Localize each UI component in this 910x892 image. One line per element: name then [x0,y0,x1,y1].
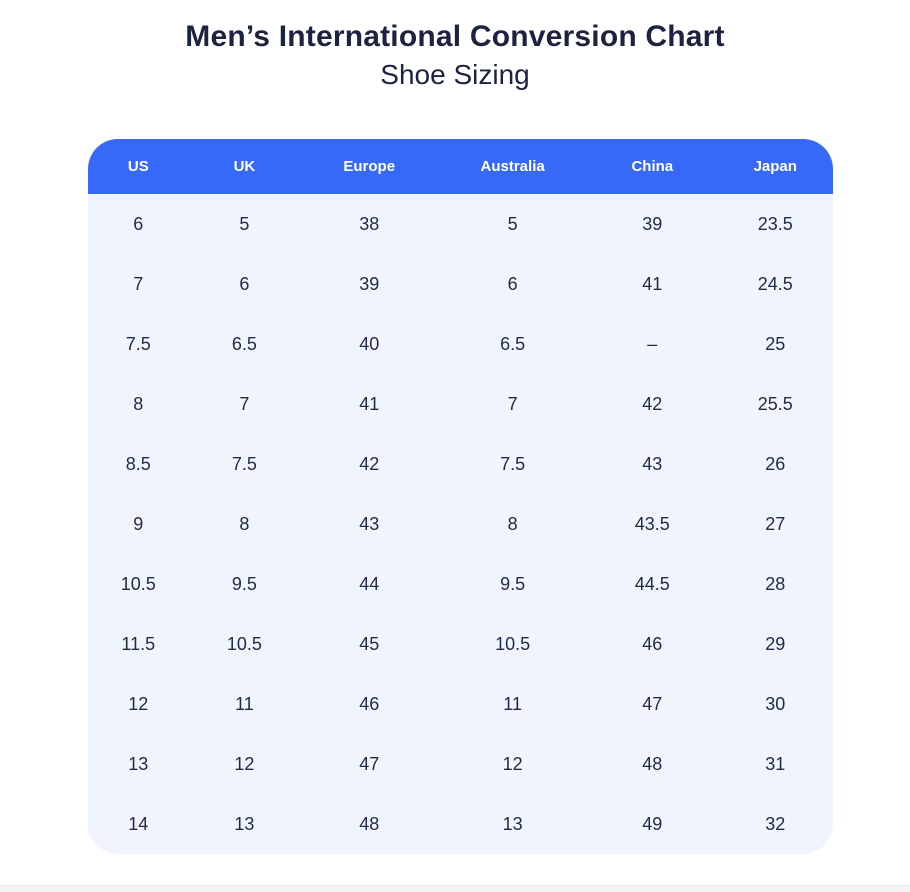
column-header-uk: UK [233,158,256,176]
table-cell: 10.5 [226,633,262,654]
table-cell: 25.5 [757,393,793,414]
table-cell: 7 [239,393,250,414]
table-cell: 48 [642,753,663,774]
table-cell: 6 [239,273,250,294]
table-cell: 8.5 [125,453,151,474]
table-cell: 7 [507,393,518,414]
table-body: 6 5 38 5 39 23.5 7 6 39 6 41 24.5 7.5 6.5 40 6.5 – 25 8 7 41… [88,194,833,855]
table-cell: 7 [133,273,144,294]
table-row: 8 7 41 7 42 25.5 [88,374,833,435]
table-cell: 12 [128,693,149,714]
table-cell: 8 [239,513,250,534]
table-row: 9 8 43 8 43.5 27 [88,494,833,555]
table-cell: 48 [359,813,380,834]
table-cell: 32 [765,813,786,834]
table-cell: 43 [642,453,663,474]
table-cell: 30 [765,693,786,714]
table-cell: 7.5 [500,453,526,474]
table-cell: 40 [359,333,380,354]
table-cell: 7.5 [231,453,257,474]
table-row: 14 13 48 13 49 32 [88,794,833,855]
table-row: 6 5 38 5 39 23.5 [88,194,833,255]
table-cell: 11 [503,693,522,714]
table-cell: 8 [133,393,144,414]
table-cell: 42 [642,393,663,414]
table-row: 7 6 39 6 41 24.5 [88,254,833,315]
table-row: 12 11 46 11 47 30 [88,674,833,735]
table-cell: 10.5 [495,633,531,654]
table-cell: 7.5 [125,333,151,354]
table-cell: 26 [765,453,786,474]
column-header-us: US [127,158,149,176]
table-cell: 8 [507,513,518,534]
table-header-row: US UK Europe Australia China Japan [88,139,833,195]
table-cell: 27 [765,513,786,534]
table-cell: 9.5 [500,573,526,594]
table-row: 13 12 47 12 48 31 [88,734,833,795]
table-cell: 39 [642,213,663,234]
table-cell: 6.5 [231,333,257,354]
column-header-australia: Australia [480,158,545,176]
bottom-section-divider [0,885,910,892]
table-cell: 23.5 [757,213,793,234]
table-cell: 13 [128,753,149,774]
table-cell: 14 [128,813,149,834]
table-cell: 6.5 [500,333,526,354]
table-cell: 41 [642,273,663,294]
table-cell: 6 [133,213,144,234]
table-cell: 47 [642,693,663,714]
table-cell: 49 [642,813,663,834]
column-header-japan: Japan [753,158,797,176]
page-header: Men’s International Conversion Chart Sho… [0,0,910,90]
table-row: 8.5 7.5 42 7.5 43 26 [88,434,833,495]
column-header-europe: Europe [343,158,396,176]
table-cell: 24.5 [757,273,793,294]
table-cell: – [647,333,658,354]
table-cell: 13 [234,813,255,834]
page-subtitle: Shoe Sizing [380,58,530,90]
table-cell: 47 [359,753,380,774]
table-cell: 11 [235,693,254,714]
table-cell: 43.5 [634,513,670,534]
table-cell: 12 [234,753,255,774]
table-cell: 12 [502,753,523,774]
conversion-table: US UK Europe Australia China Japan 6 5 38 5 39 23.… [88,139,833,855]
table-cell: 46 [642,633,663,654]
table-cell: 11.5 [121,633,156,654]
table-cell: 28 [765,573,786,594]
table-cell: 29 [765,633,786,654]
table-cell: 6 [507,273,518,294]
table-cell: 25 [765,333,786,354]
table-cell: 31 [765,753,786,774]
table-row: 11.5 10.5 45 10.5 46 29 [88,614,833,675]
table-cell: 9 [133,513,144,534]
table-cell: 41 [359,393,380,414]
table-cell: 46 [359,693,380,714]
table-cell: 44.5 [634,573,670,594]
column-header-china: China [631,158,674,176]
page-title: Men’s International Conversion Chart [185,20,725,53]
table-cell: 9.5 [231,573,257,594]
table-row: 10.5 9.5 44 9.5 44.5 28 [88,554,833,615]
table-cell: 44 [359,573,380,594]
table-row: 7.5 6.5 40 6.5 – 25 [88,314,833,375]
table-cell: 13 [502,813,523,834]
table-cell: 5 [507,213,518,234]
conversion-table-card: US UK Europe Australia China Japan 6 5 38 5 39 23.… [88,139,833,855]
table-cell: 43 [359,513,380,534]
table-cell: 42 [359,453,380,474]
table-cell: 10.5 [120,573,156,594]
table-cell: 38 [359,213,380,234]
table-cell: 5 [239,213,250,234]
table-cell: 39 [359,273,380,294]
table-cell: 45 [359,633,380,654]
